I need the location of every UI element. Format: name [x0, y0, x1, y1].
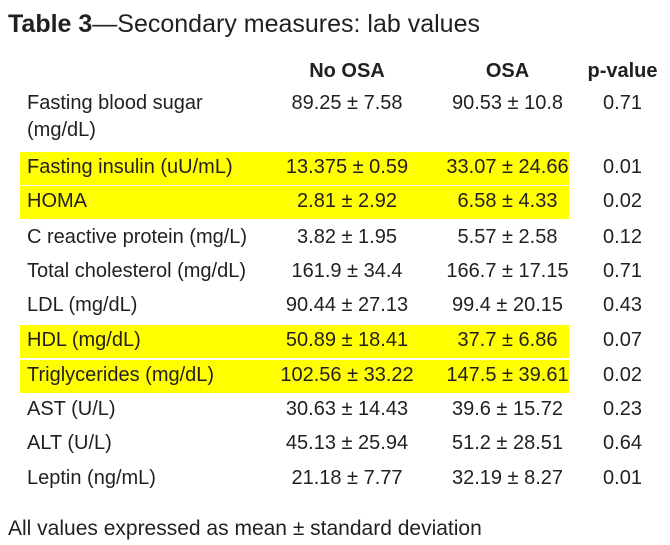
- cell-no-osa: 102.56 ± 33.22: [280, 364, 414, 386]
- table-row: Total cholesterol (mg/dL) 161.9 ± 34.4 166…: [0, 258, 670, 290]
- table-row: AST (U/L) 30.63 ± 14.43 39.6 ± 15.72 0.23: [0, 396, 670, 428]
- cell-no-osa: 3.82 ± 1.95: [297, 226, 397, 248]
- cell-osa: 90.53 ± 10.8: [451, 92, 564, 114]
- table-row: LDL (mg/dL) 90.44 ± 27.13 99.4 ± 20.15 0.43: [0, 292, 670, 324]
- table-title: Table 3—Secondary measures: lab values: [8, 8, 480, 40]
- cell-osa: 51.2 ± 28.51: [451, 432, 564, 454]
- row-highlight: [20, 186, 569, 219]
- row-label: Fasting blood sugar (mg/dL): [27, 92, 203, 141]
- cell-osa: 39.6 ± 15.72: [451, 398, 564, 420]
- cell-no-osa: 13.375 ± 0.59: [285, 156, 409, 178]
- table-row: HDL (mg/dL) 50.89 ± 18.41 37.7 ± 6.86 0.07: [0, 327, 670, 359]
- table-row: Leptin (ng/mL) 21.18 ± 7.77 32.19 ± 8.27 0.…: [0, 465, 670, 497]
- cell-p-value: 0.07: [603, 329, 642, 351]
- cell-p-value: 0.64: [603, 432, 642, 454]
- row-label: Triglycerides (mg/dL): [27, 364, 215, 386]
- table-row: HOMA 2.81 ± 2.92 6.58 ± 4.33 0.02: [0, 188, 670, 220]
- row-label: C reactive protein (mg/L): [27, 226, 248, 248]
- row-label: LDL (mg/dL): [27, 294, 138, 316]
- cell-p-value: 0.43: [603, 294, 642, 316]
- cell-osa: 32.19 ± 8.27: [451, 467, 564, 489]
- cell-no-osa: 161.9 ± 34.4: [291, 260, 403, 282]
- cell-p-value: 0.01: [603, 156, 642, 178]
- row-label: HOMA: [27, 190, 87, 212]
- row-label: AST (U/L): [27, 398, 116, 420]
- cell-p-value: 0.71: [603, 92, 642, 114]
- cell-osa: 6.58 ± 4.33: [457, 190, 558, 212]
- row-label: HDL (mg/dL): [27, 329, 141, 351]
- cell-osa: 99.4 ± 20.15: [451, 294, 564, 316]
- row-label: Total cholesterol (mg/dL): [27, 260, 246, 282]
- row-highlight: [20, 152, 569, 185]
- cell-osa: 37.7 ± 6.86: [457, 329, 558, 351]
- cell-p-value: 0.12: [603, 226, 642, 248]
- cell-no-osa: 21.18 ± 7.77: [291, 467, 403, 489]
- cell-no-osa: 30.63 ± 14.43: [285, 398, 409, 420]
- cell-no-osa: 89.25 ± 7.58: [291, 92, 403, 114]
- header-no-osa: No OSA: [309, 60, 385, 82]
- header-osa: OSA: [485, 60, 530, 82]
- table-number: Table 3: [8, 10, 93, 38]
- table-caption: —Secondary measures: lab values: [92, 10, 480, 38]
- row-label: Fasting insulin (uU/mL): [27, 156, 233, 178]
- cell-osa: 5.57 ± 2.58: [457, 226, 558, 248]
- table-row: Fasting insulin (uU/mL) 13.375 ± 0.59 33.0…: [0, 154, 670, 186]
- row-label: ALT (U/L): [27, 432, 112, 454]
- cell-p-value: 0.02: [603, 190, 642, 212]
- cell-p-value: 0.23: [603, 398, 642, 420]
- cell-no-osa: 45.13 ± 25.94: [285, 432, 409, 454]
- header-p-value: p-value: [587, 60, 658, 82]
- cell-no-osa: 90.44 ± 27.13: [285, 294, 409, 316]
- cell-p-value: 0.71: [603, 260, 642, 282]
- table-row: Triglycerides (mg/dL) 102.56 ± 33.22 147.5…: [0, 362, 670, 394]
- cell-p-value: 0.01: [603, 467, 642, 489]
- cell-no-osa: 2.81 ± 2.92: [297, 190, 397, 212]
- cell-p-value: 0.02: [603, 364, 642, 386]
- cell-osa: 147.5 ± 39.61: [446, 364, 569, 386]
- row-highlight: [20, 360, 569, 393]
- cell-no-osa: 50.89 ± 18.41: [285, 329, 409, 351]
- row-highlight: [20, 325, 569, 358]
- table-row: C reactive protein (mg/L) 3.82 ± 1.95 5.57…: [0, 224, 670, 256]
- footnote: All values expressed as mean ± standard …: [8, 517, 482, 540]
- row-label: Leptin (ng/mL): [27, 467, 156, 489]
- table-row: ALT (U/L) 45.13 ± 25.94 51.2 ± 28.51 0.64: [0, 430, 670, 462]
- cell-osa: 166.7 ± 17.15: [446, 260, 569, 282]
- table-row: Fasting blood sugar (mg/dL) 89.25 ± 7.58 9…: [0, 90, 670, 148]
- cell-osa: 33.07 ± 24.66: [446, 156, 569, 178]
